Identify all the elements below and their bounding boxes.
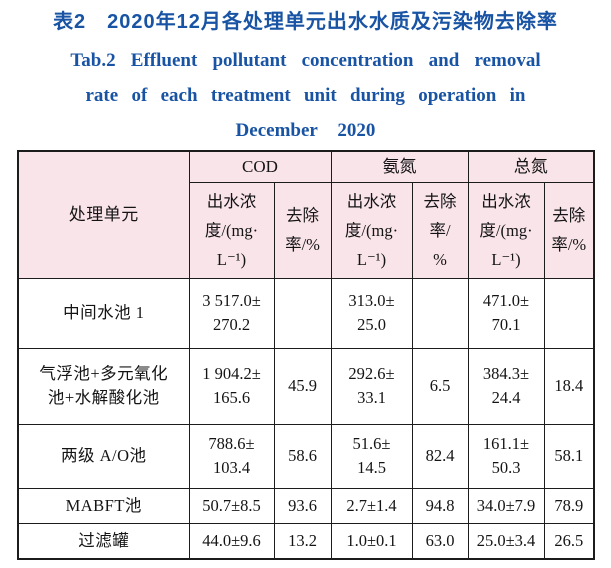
cell-nh3-removal: 6.5: [411, 347, 469, 425]
table-caption-en-line2: rate of each treatment unit during opera…: [85, 85, 526, 106]
table-caption-zh: 表2 2020年12月各处理单元出水水质及污染物去除率: [53, 11, 558, 33]
cell-tn-conc: 471.0± 70.1: [467, 277, 545, 349]
cell-unit: 两级 A/O池: [17, 423, 190, 489]
header-tn-concentration: 出水浓 度/(mg· L⁻¹): [467, 181, 545, 279]
table-row-flotation-oxidation-hydrolysis: 气浮池+多元氧化 池+水解酸化池 1 904.2± 165.6 45.9 292…: [17, 347, 595, 425]
cell-tn-removal: 78.9: [543, 487, 595, 524]
cell-tn-removal: 18.4: [543, 347, 595, 425]
cell-cod-removal: 45.9: [273, 347, 332, 425]
cell-cod-conc: 788.6± 103.4: [188, 423, 275, 489]
cell-unit: MABFT池: [17, 487, 190, 524]
cell-cod-removal: 58.6: [273, 423, 332, 489]
cell-cod-conc: 50.7±8.5: [188, 487, 275, 524]
cell-tn-removal: [543, 277, 595, 349]
header-tn-removal-rate: 去除 率/%: [543, 181, 595, 279]
cell-nh3-conc: 313.0± 25.0: [330, 277, 413, 349]
cell-nh3-conc: 2.7±1.4: [330, 487, 413, 524]
table-row-two-stage-ao-pool: 两级 A/O池 788.6± 103.4 58.6 51.6± 14.5 82.…: [17, 423, 595, 489]
cell-nh3-conc: 51.6± 14.5: [330, 423, 413, 489]
cell-cod-conc: 3 517.0± 270.2: [188, 277, 275, 349]
table-caption-en-line3: December 2020: [235, 120, 376, 141]
cell-cod-conc: 44.0±9.6: [188, 522, 275, 560]
table-row-intermediate-pool-1: 中间水池 1 3 517.0± 270.2 313.0± 25.0 471.0±…: [17, 277, 595, 349]
table-row-filter-tank: 过滤罐 44.0±9.6 13.2 1.0±0.1 63.0 25.0±3.4 …: [17, 522, 595, 560]
effluent-quality-table: 处理单元 COD 氨氮 总氮 出水浓 度/(mg· L⁻¹) 去除 率/% 出水…: [17, 150, 595, 560]
header-group-ammonia-nitrogen: 氨氮: [330, 150, 469, 183]
header-cod-concentration: 出水浓 度/(mg· L⁻¹): [188, 181, 275, 279]
header-nh3-concentration: 出水浓 度/(mg· L⁻¹): [330, 181, 413, 279]
cell-tn-conc: 161.1± 50.3: [467, 423, 545, 489]
cell-cod-conc: 1 904.2± 165.6: [188, 347, 275, 425]
cell-cod-removal: 13.2: [273, 522, 332, 560]
cell-nh3-removal: 82.4: [411, 423, 469, 489]
cell-nh3-removal: [411, 277, 469, 349]
cell-unit: 气浮池+多元氧化 池+水解酸化池: [17, 347, 190, 425]
cell-nh3-removal: 94.8: [411, 487, 469, 524]
cell-unit: 过滤罐: [17, 522, 190, 560]
cell-tn-conc: 384.3± 24.4: [467, 347, 545, 425]
table-caption-en-line1: Tab.2 Effluent pollutant concentration a…: [70, 50, 541, 71]
header-group-total-nitrogen: 总氮: [467, 150, 595, 183]
cell-cod-removal: [273, 277, 332, 349]
header-cod-removal-rate: 去除 率/%: [273, 181, 332, 279]
cell-nh3-removal: 63.0: [411, 522, 469, 560]
header-nh3-removal-rate: 去除 率/ %: [411, 181, 469, 279]
header-treatment-unit: 处理单元: [17, 150, 190, 279]
cell-nh3-conc: 1.0±0.1: [330, 522, 413, 560]
cell-tn-removal: 26.5: [543, 522, 595, 560]
table-row-mabft-pool: MABFT池 50.7±8.5 93.6 2.7±1.4 94.8 34.0±7…: [17, 487, 595, 524]
cell-nh3-conc: 292.6± 33.1: [330, 347, 413, 425]
cell-unit: 中间水池 1: [17, 277, 190, 349]
cell-cod-removal: 93.6: [273, 487, 332, 524]
cell-tn-removal: 58.1: [543, 423, 595, 489]
header-group-cod: COD: [188, 150, 332, 183]
cell-tn-conc: 34.0±7.9: [467, 487, 545, 524]
cell-tn-conc: 25.0±3.4: [467, 522, 545, 560]
